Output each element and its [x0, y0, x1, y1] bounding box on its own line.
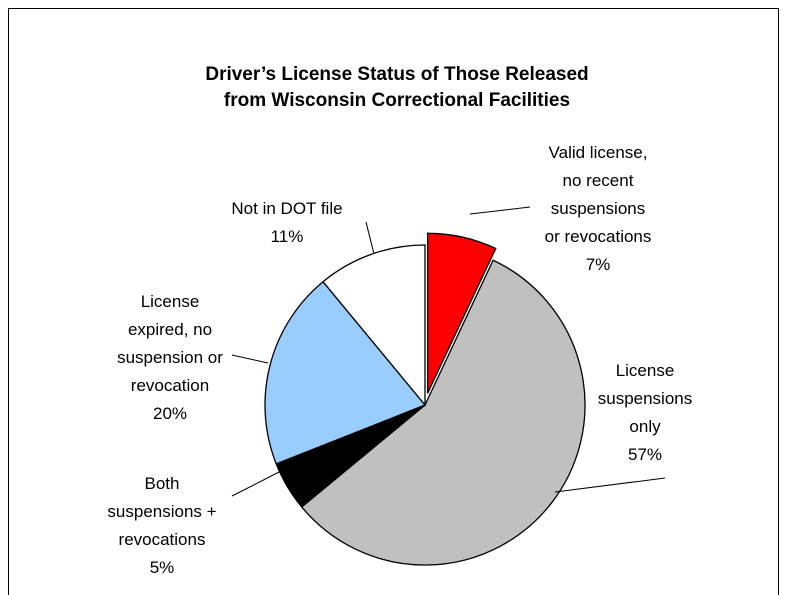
- text-line: suspensions: [598, 389, 693, 408]
- leader-line: [231, 354, 269, 364]
- text-line: or revocations: [545, 227, 652, 246]
- slice-label: License suspensions only: [598, 361, 693, 436]
- text-line: suspensions +: [107, 502, 216, 521]
- text-line: 5%: [150, 558, 175, 577]
- chart-frame: [8, 8, 779, 595]
- text-line: suspensions: [551, 199, 646, 218]
- text-line: 7%: [586, 255, 611, 274]
- slice-value-label: 5%: [150, 558, 175, 577]
- slice-value-label: 7%: [586, 255, 611, 274]
- text-line: License: [141, 292, 200, 311]
- slice-value-label: 57%: [628, 445, 662, 464]
- text-line: 20%: [153, 404, 187, 423]
- text-line: Both: [145, 474, 180, 493]
- slice-label: License expired, no suspension or revocatio…: [117, 292, 223, 395]
- text-line: no recent: [563, 171, 634, 190]
- leader-line: [469, 206, 531, 215]
- text-line: from Wisconsin Correctional Facilities: [224, 90, 570, 111]
- pie-slice: [264, 280, 427, 465]
- slice-label: Valid license, no recent suspensions or rev…: [545, 143, 652, 246]
- text-line: License: [616, 361, 675, 380]
- leader-line: [365, 221, 375, 255]
- slice-value-label: 11%: [271, 227, 304, 246]
- chart-title: Driver’s License Status of Those Release…: [205, 64, 588, 111]
- slice-label: Both suspensions + revocations: [107, 474, 216, 549]
- text-line: Not in DOT file: [231, 199, 342, 218]
- text-line: 57%: [628, 445, 662, 464]
- slice-label: Not in DOT file: [231, 199, 342, 218]
- text-line: 11%: [271, 227, 304, 246]
- slice-value-label: 20%: [153, 404, 187, 423]
- text-line: Driver’s License Status of Those Release…: [205, 64, 588, 85]
- pie-slice: [426, 232, 497, 394]
- text-line: revocations: [119, 530, 206, 549]
- pie-slice: [322, 244, 426, 407]
- text-line: suspension or: [117, 348, 223, 367]
- text-line: expired, no: [128, 320, 212, 339]
- text-line: only: [629, 417, 661, 436]
- leader-line: [231, 469, 284, 497]
- leader-line: [554, 477, 666, 493]
- text-line: Valid license,: [549, 143, 648, 162]
- pie-slice: [300, 259, 586, 566]
- text-line: revocation: [131, 376, 209, 395]
